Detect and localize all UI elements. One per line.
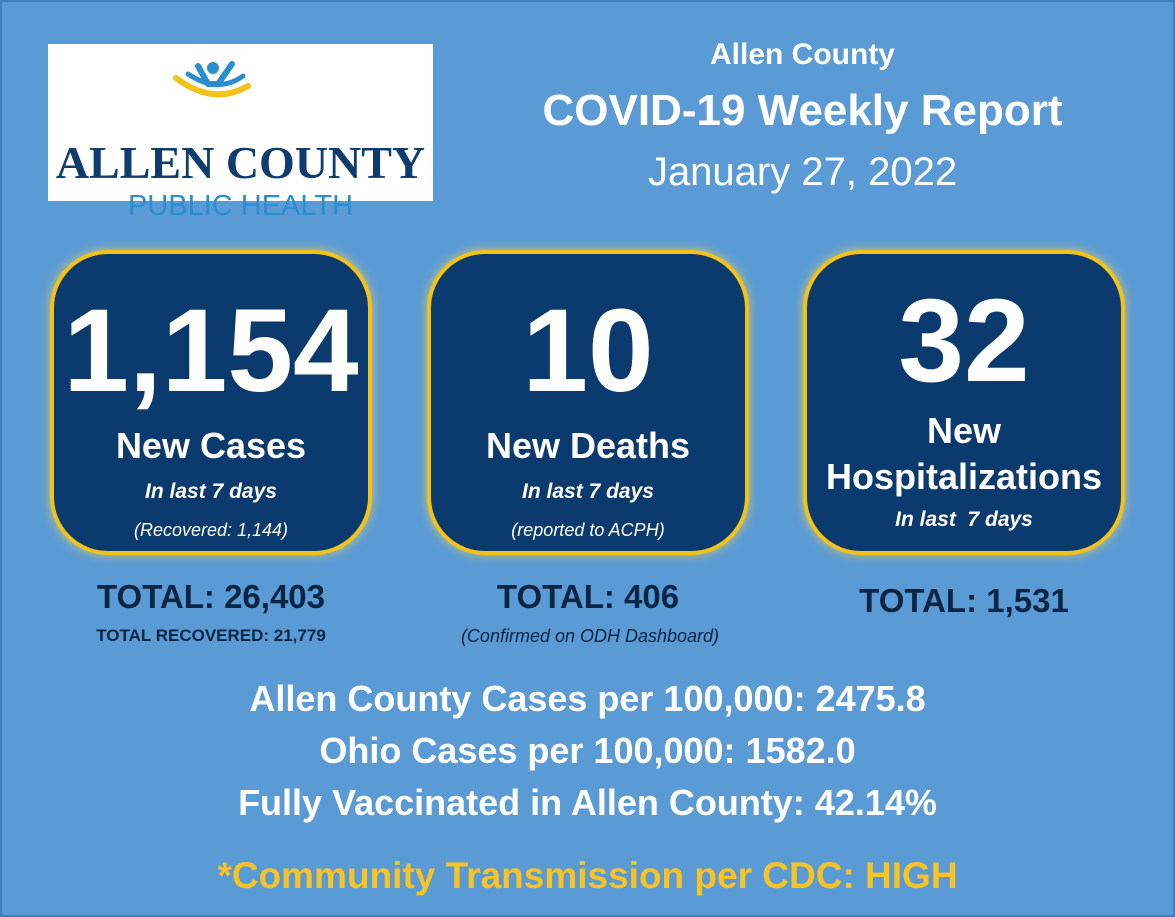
new-hospitalizations-label-line2: Hospitalizations: [825, 456, 1103, 497]
ohio-cases-per-100k: Ohio Cases per 100,000: 1582.0: [319, 730, 856, 771]
county-cases-per-100k: Allen County Cases per 100,000: 2475.8: [249, 678, 926, 719]
new-deaths-card: 10 New Deaths In last 7 days (reported t…: [427, 250, 749, 555]
total-deaths: TOTAL: 406: [496, 578, 680, 615]
total-recovered: TOTAL RECOVERED: 21,779: [96, 626, 326, 645]
vaccination-rate: Fully Vaccinated in Allen County: 42.14%: [238, 782, 937, 823]
new-hospitalizations-period: In last 7 days: [895, 508, 1033, 531]
new-cases-period: In last 7 days: [145, 480, 277, 503]
transmission-alert: *Community Transmission per CDC: HIGH: [217, 855, 958, 896]
new-cases-card: 1,154 New Cases In last 7 days (Recovere…: [50, 250, 372, 555]
new-cases-value: 1,154: [63, 285, 359, 417]
new-deaths-period: In last 7 days: [522, 480, 654, 503]
logo-subtitle: PUBLIC HEALTH: [127, 190, 354, 222]
page-title: COVID-19 Weekly Report: [542, 86, 1063, 135]
new-hospitalizations-label: New Hospitalizations: [807, 408, 1121, 500]
new-deaths-value: 10: [522, 285, 654, 417]
recovered-note: (Recovered: 1,144): [133, 520, 289, 540]
new-hospitalizations-value: 32: [898, 275, 1030, 407]
new-deaths-label: New Deaths: [485, 425, 691, 466]
new-hospitalizations-card: 32 New Hospitalizations In last 7 days: [803, 250, 1125, 555]
logo-name: ALLEN COUNTY: [55, 137, 426, 188]
deaths-confirmation-note: (Confirmed on ODH Dashboard): [460, 626, 720, 646]
deaths-source-note: (reported to ACPH): [511, 520, 665, 540]
new-hospitalizations-label-line1: New: [926, 410, 1002, 451]
total-cases: TOTAL: 26,403: [96, 578, 326, 615]
person-figure-icon: [173, 61, 251, 98]
total-hospitalizations: TOTAL: 1,531: [859, 582, 1069, 619]
acph-logo: ALLEN COUNTY PUBLIC HEALTH: [48, 44, 433, 221]
report-date: January 27, 2022: [647, 150, 958, 194]
new-cases-label: New Cases: [115, 425, 307, 466]
header-county: Allen County: [710, 38, 895, 71]
